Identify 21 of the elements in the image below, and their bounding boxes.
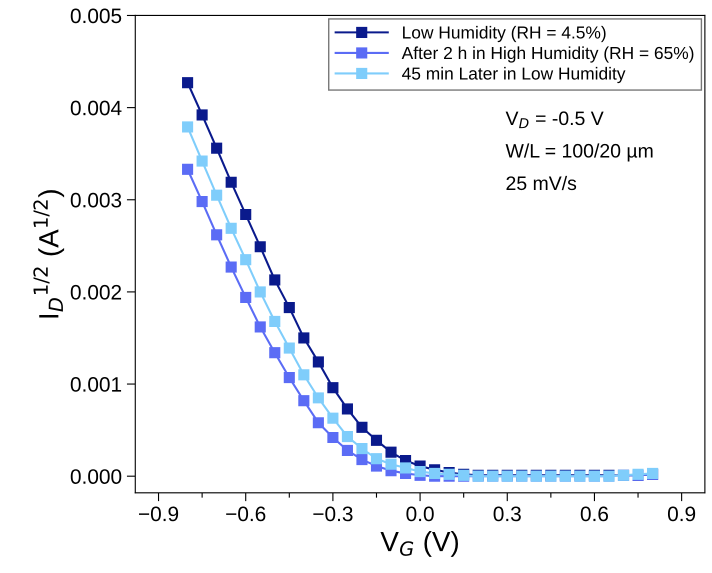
y-tick-label: 0.001	[70, 377, 122, 392]
x-tick-label: 0.0	[406, 506, 434, 522]
x-tick-label: 0.3	[494, 506, 521, 522]
x-axis-title: V$_{G}$ (V)	[380, 530, 458, 557]
legend-label: After 2 h in High Humidity (RH = 65%)	[402, 46, 694, 63]
annotation: 25 mV/s	[506, 176, 576, 190]
legend-label: 45 min Later in Low Humidity	[402, 66, 626, 84]
x-tick-label: −0.3	[313, 506, 353, 522]
y-axis-title: I$_{D}$$^{1/2}$ (A$^{1/2}$)	[33, 190, 64, 318]
y-tick-label: 0.005	[70, 8, 122, 24]
annotation: W/L = 100/20 µm	[506, 143, 653, 162]
x-tick-label: −0.6	[226, 506, 266, 522]
y-tick-label: 0.003	[70, 192, 122, 208]
y-tick-label: 0.000	[70, 469, 122, 484]
x-tick-label: 0.9	[668, 506, 696, 522]
y-tick-label: 0.002	[70, 284, 122, 300]
legend-label: Low Humidity (RH = 4.5%)	[403, 26, 606, 42]
x-tick-label: 0.6	[580, 506, 608, 522]
x-tick-label: −0.9	[138, 506, 178, 522]
annotation: V$_{D}$ = -0.5 V	[506, 111, 604, 128]
y-tick-label: 0.004	[70, 100, 122, 116]
